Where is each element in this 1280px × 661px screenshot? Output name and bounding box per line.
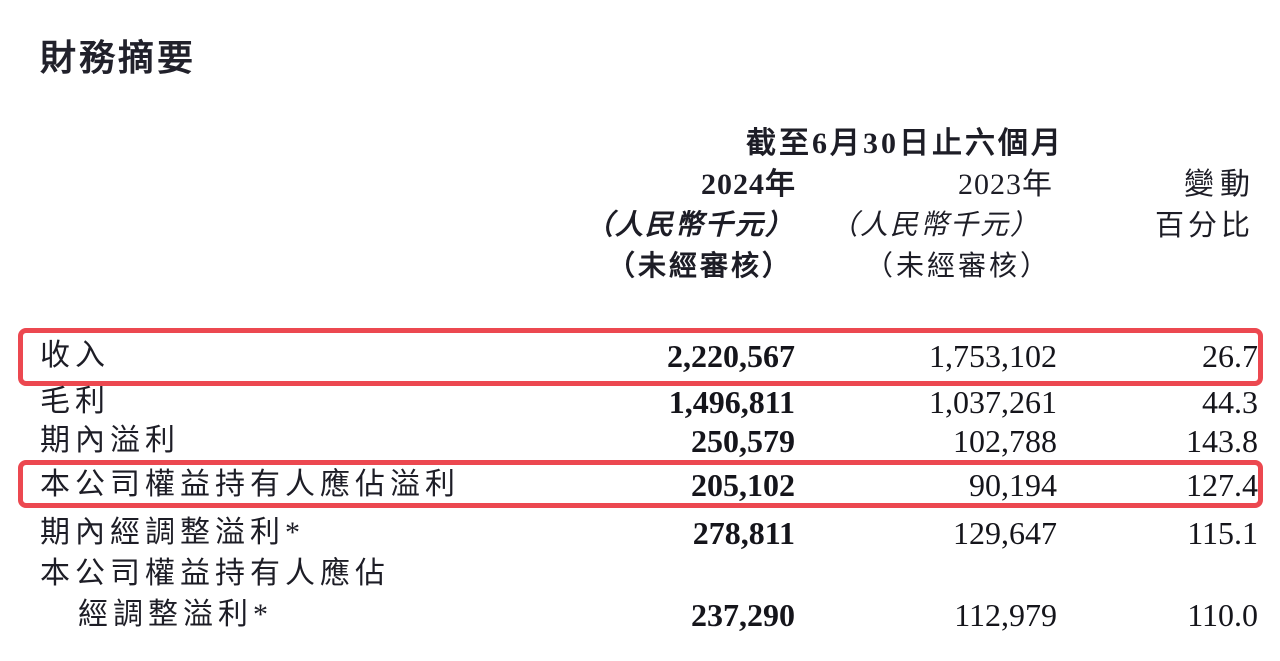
change-value: 26.7 — [1202, 338, 1258, 374]
audit-note-2024: （未經審核） — [606, 251, 793, 282]
change-value: 143.8 — [1186, 423, 1258, 459]
period-header: 截至6月30日止六個月 — [746, 127, 1064, 160]
value-2024: 1,496,811 — [668, 384, 795, 420]
currency-unit-2024: （人民幣千元） — [584, 210, 795, 241]
row-label: 經調整溢利* — [78, 598, 273, 631]
audit-note-2023: （未經審核） — [864, 251, 1051, 282]
table-row-revenue: 收入 2,220,567 1,753,102 26.7 — [0, 337, 1280, 375]
table-row-profit-for-period: 期內溢利 250,579 102,788 143.8 — [0, 422, 1280, 460]
currency-unit-2023: （人民幣千元） — [829, 210, 1040, 241]
value-2023: 102,788 — [953, 423, 1057, 459]
change-value: 127.4 — [1186, 467, 1258, 503]
value-2024: 250,579 — [691, 423, 795, 459]
value-2024: 237,290 — [691, 597, 795, 633]
table-row-attributable-adjusted-profit-line2: 經調整溢利* 237,290 112,979 110.0 — [0, 596, 1280, 634]
table-row-gross-profit: 毛利 1,496,811 1,037,261 44.3 — [0, 383, 1280, 421]
row-label: 期內經調整溢利* — [40, 516, 305, 549]
value-2024: 2,220,567 — [667, 338, 795, 374]
year-header-2023: 2023年 — [958, 168, 1053, 201]
table-row-attributable-adjusted-profit-line1: 本公司權益持有人應佔 — [0, 555, 1280, 593]
change-header-line2: 百分比 — [1154, 210, 1254, 242]
year-header-2024: 2024年 — [701, 168, 796, 201]
row-label: 本公司權益持有人應佔 — [40, 557, 390, 590]
row-label: 本公司權益持有人應佔溢利 — [40, 468, 460, 501]
change-value: 115.1 — [1187, 515, 1258, 551]
value-2024: 278,811 — [692, 515, 795, 551]
change-header-line1: 變動 — [1184, 168, 1256, 201]
row-label: 毛利 — [40, 385, 110, 418]
value-2023: 1,037,261 — [929, 384, 1057, 420]
value-2023: 1,753,102 — [929, 338, 1057, 374]
row-label: 期內溢利 — [40, 424, 180, 457]
value-2023: 129,647 — [953, 515, 1057, 551]
value-2023: 112,979 — [954, 597, 1057, 633]
value-2023: 90,194 — [969, 467, 1057, 503]
page-title: 財務摘要 — [40, 37, 197, 78]
value-2024: 205,102 — [691, 467, 795, 503]
table-row-adjusted-profit: 期內經調整溢利* 278,811 129,647 115.1 — [0, 514, 1280, 552]
change-value: 110.0 — [1187, 597, 1258, 633]
table-row-attributable-profit: 本公司權益持有人應佔溢利 205,102 90,194 127.4 — [0, 466, 1280, 504]
row-label: 收入 — [40, 339, 110, 372]
change-value: 44.3 — [1202, 384, 1258, 420]
